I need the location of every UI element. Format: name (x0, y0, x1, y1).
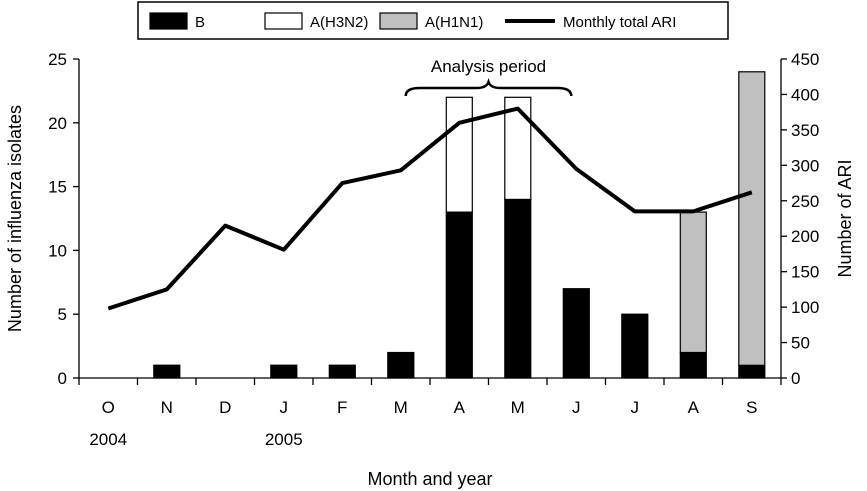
x-tick-label-2: D (219, 398, 231, 417)
x-tick-label-10: A (688, 398, 700, 417)
x-tick-label-7: M (511, 398, 525, 417)
bar-b-1 (153, 364, 181, 379)
x-tick-label-1: N (161, 398, 173, 417)
y-tick-label-15: 15 (48, 178, 67, 197)
annotation: Analysis period (404, 57, 573, 97)
x-tick-label-9: J (631, 398, 640, 417)
bar-a-h1n1--11 (738, 71, 766, 366)
y-tick-label-0: 0 (58, 369, 67, 388)
y-tick-label-5: 5 (58, 305, 67, 324)
x-axis-title: Month and year (367, 469, 492, 489)
legend-swatch-2 (379, 12, 418, 30)
y2-tick-label-300: 300 (791, 156, 819, 175)
y-tick-label-10: 10 (48, 241, 67, 260)
bar-a-h3n2--6 (445, 96, 473, 213)
y2-tick-label-0: 0 (791, 369, 800, 388)
y2-tick-label-50: 50 (791, 334, 810, 353)
analysis-period-label: Analysis period (431, 57, 546, 76)
x-tick-label-6: A (454, 398, 466, 417)
legend-label-2: A(H1N1) (425, 14, 483, 31)
bar-b-3 (270, 364, 298, 379)
y2-axis-title: Number of ARI (835, 159, 855, 277)
y-tick-label-25: 25 (48, 50, 67, 69)
bars (153, 71, 766, 379)
year-label-1: 2005 (265, 430, 303, 449)
y2-tick-label-250: 250 (791, 192, 819, 211)
y-tick-label-20: 20 (48, 114, 67, 133)
x-tick-label-8: J (572, 398, 581, 417)
legend-swatch-0 (149, 12, 188, 30)
legend-box (137, 1, 729, 40)
bar-b-4 (328, 364, 356, 379)
legend: B A(H3N2) A(H1N1) Monthly total ARI (137, 1, 729, 40)
ari-line-path (107, 106, 753, 311)
x-tick-label-0: O (102, 398, 115, 417)
analysis-period-brace (404, 78, 573, 97)
legend-label-0: B (195, 14, 205, 31)
x-tick-label-5: M (394, 398, 408, 417)
bar-b-6 (445, 211, 473, 379)
y-axis-title: Number of influenza isolates (5, 105, 25, 332)
bar-b-5 (387, 351, 415, 379)
y2-tick-label-200: 200 (791, 227, 819, 246)
bar-b-8 (562, 288, 590, 379)
bar-b-7 (504, 198, 532, 379)
legend-swatch-1 (264, 12, 303, 30)
bar-b-10 (679, 351, 707, 379)
bar-b-9 (621, 313, 649, 379)
y2-tick-label-350: 350 (791, 121, 819, 140)
bar-a-h1n1--10 (679, 211, 707, 354)
legend-label-3: Monthly total ARI (563, 14, 676, 31)
y2-tick-label-150: 150 (791, 263, 819, 282)
bar-b-11 (738, 364, 766, 379)
x-tick-label-3: J (280, 398, 289, 417)
y2-tick-label-100: 100 (791, 298, 819, 317)
ari-line (107, 106, 753, 311)
x-tick-label-4: F (337, 398, 347, 417)
bar-a-h3n2--7 (504, 96, 532, 201)
y2-tick-label-450: 450 (791, 50, 819, 69)
x-tick-label-11: S (746, 398, 757, 417)
legend-label-1: A(H3N2) (310, 14, 368, 31)
year-label-0: 2004 (89, 430, 127, 449)
y2-tick-label-400: 400 (791, 85, 819, 104)
